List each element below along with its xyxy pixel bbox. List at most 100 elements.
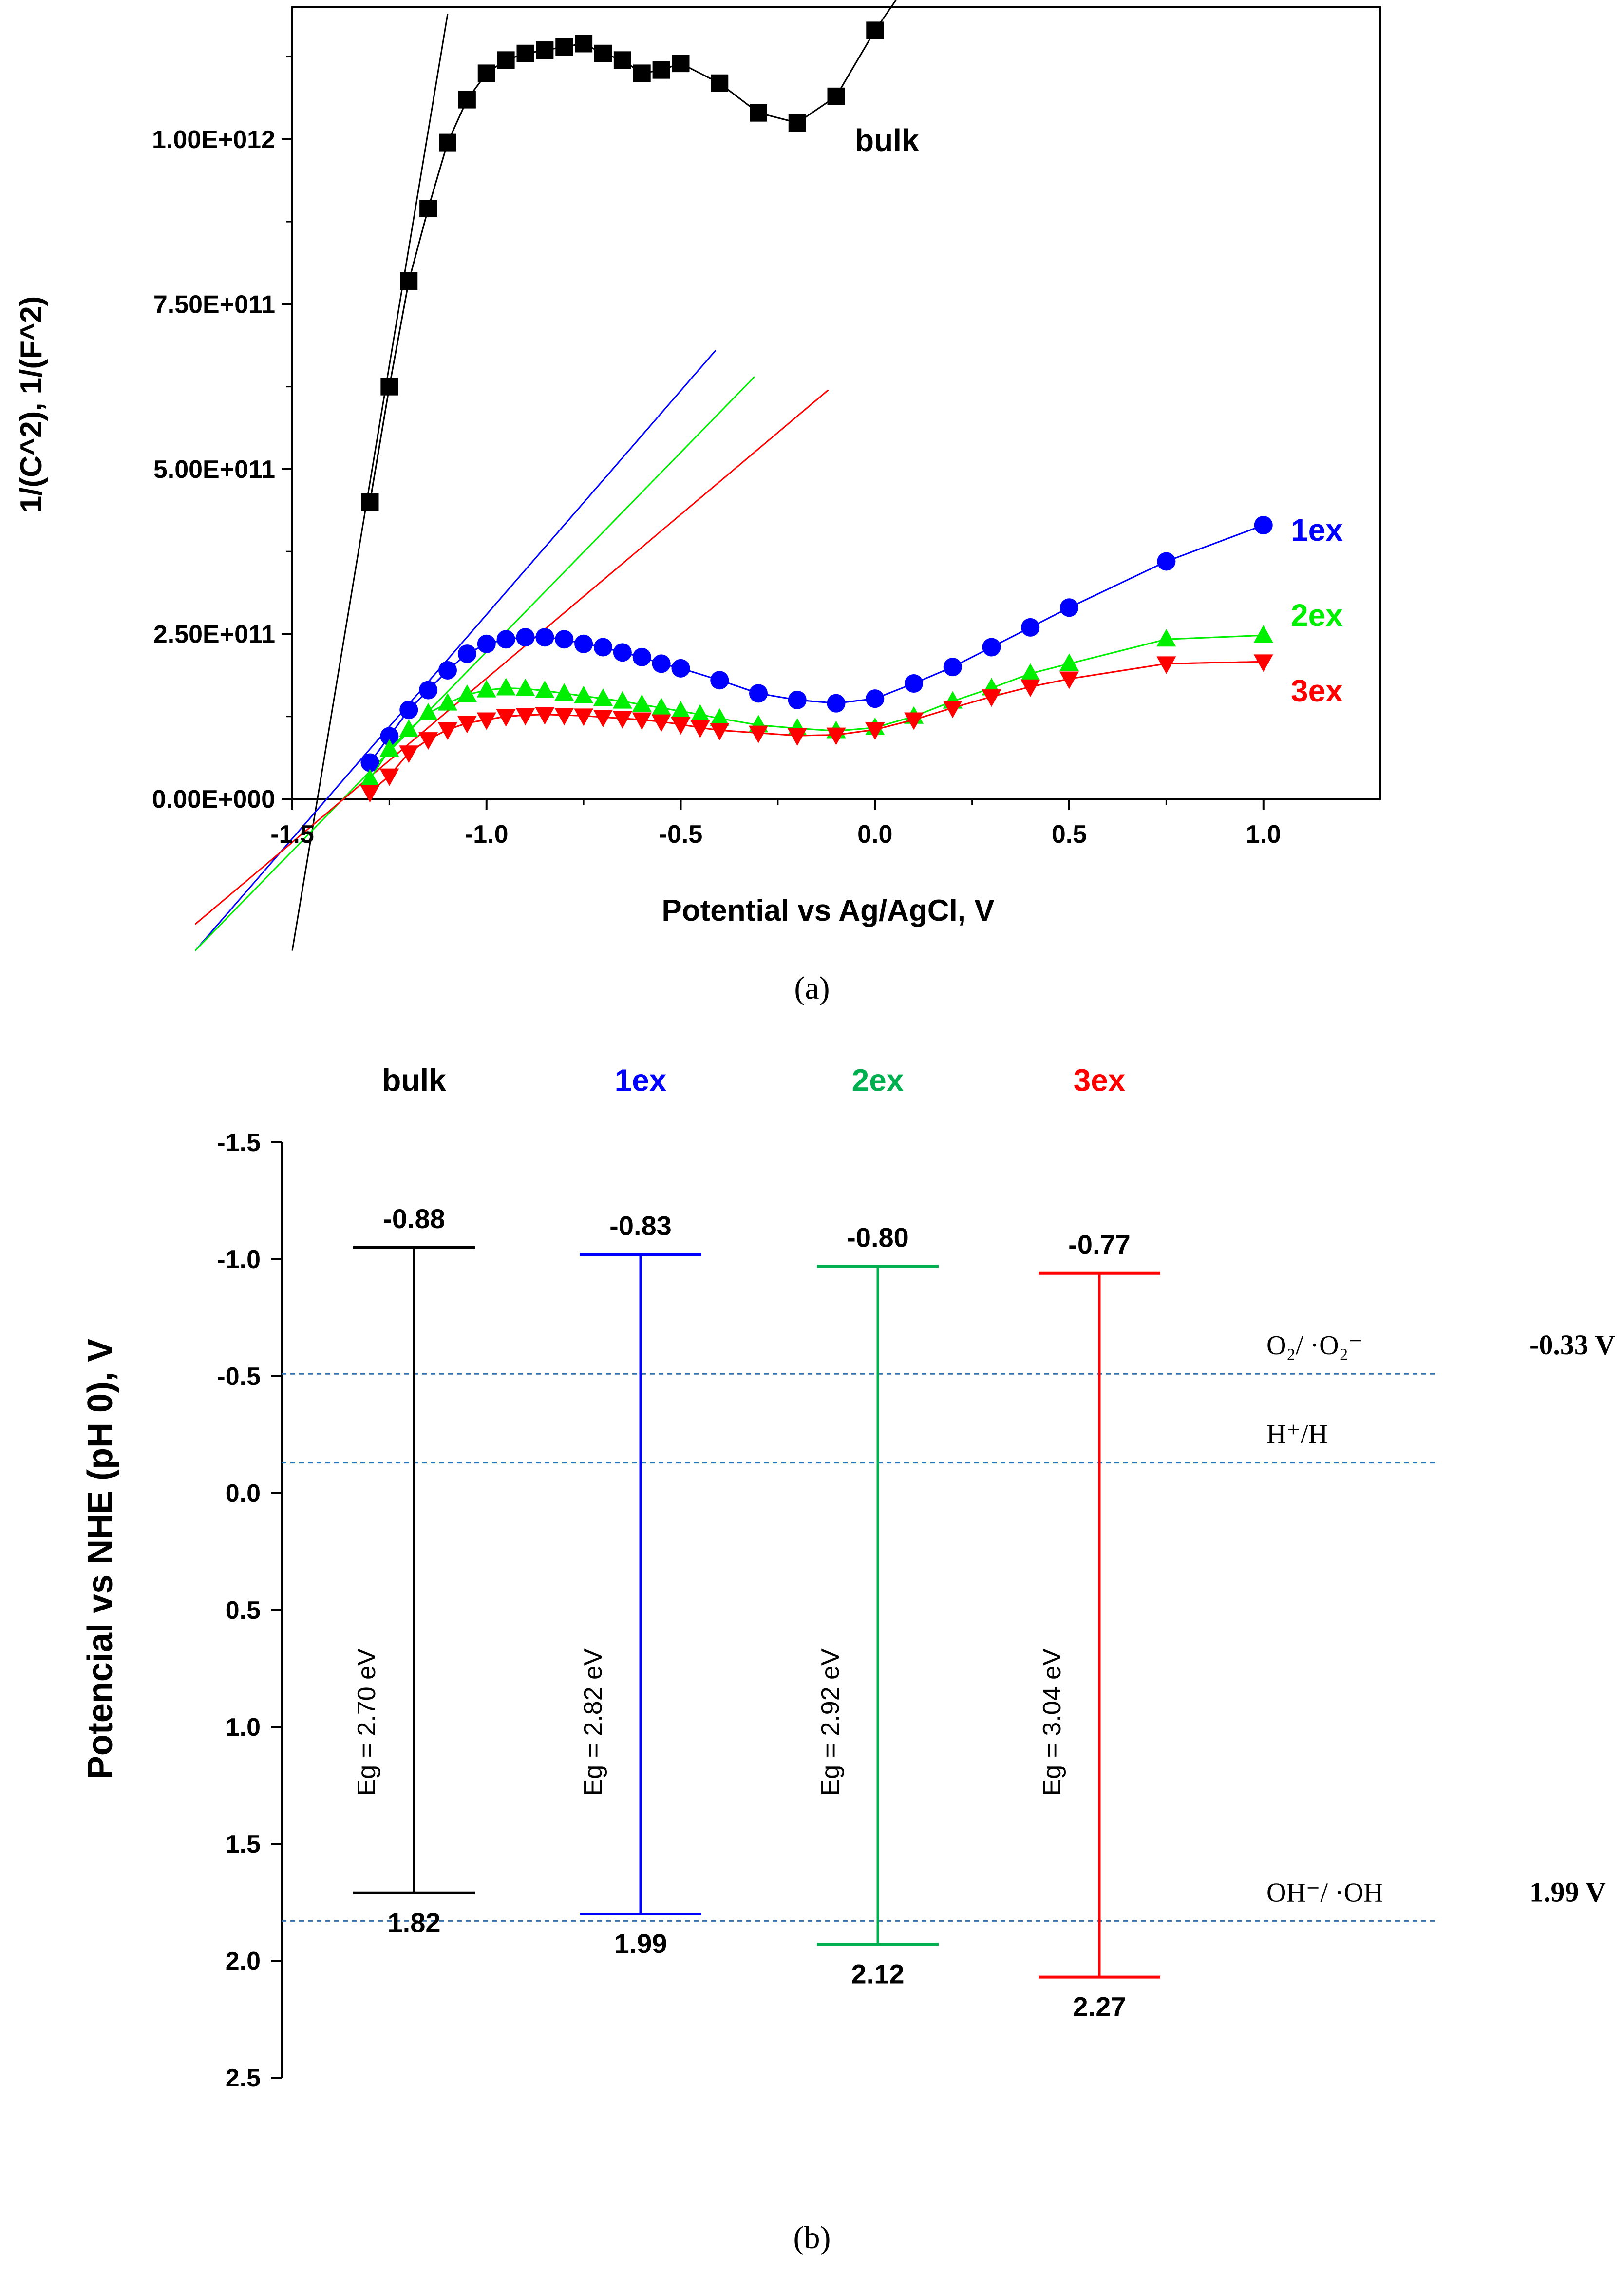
sample-label-bulk: bulk — [382, 1062, 446, 1098]
legend-label-bulk: bulk — [855, 123, 919, 158]
x-axis-label-a: Potential vs Ag/AgCl, V — [661, 894, 994, 928]
y-axis-label-a: 1/(C^2), 1/(F^2) — [15, 296, 48, 512]
reference-value: -0.33 V — [1530, 1329, 1615, 1361]
series-line-2ex — [369, 634, 1264, 780]
x-tick-label-a: 0.0 — [857, 820, 892, 849]
data-point-1ex — [866, 689, 885, 708]
data-point-2ex — [360, 769, 380, 787]
data-point-1ex — [671, 659, 690, 678]
data-point-1ex — [380, 727, 399, 746]
reference-value: 1.99 V — [1530, 1876, 1606, 1908]
data-point-1ex — [943, 658, 962, 677]
data-point-2ex — [379, 739, 399, 757]
legend-label-3ex: 3ex — [1291, 673, 1343, 708]
data-point-3ex — [710, 723, 730, 741]
gap-label-3ex: Eg = 3.04 eV — [1038, 1648, 1066, 1796]
gap-label-2ex: Eg = 2.92 eV — [816, 1648, 845, 1796]
y-tick-label-a: 1.00E+012 — [152, 126, 275, 154]
data-point-1ex — [827, 694, 846, 713]
data-point-1ex — [477, 634, 496, 653]
data-point-3ex — [1020, 679, 1040, 697]
data-point-2ex — [476, 680, 496, 698]
caption-b: (b) — [793, 2220, 831, 2255]
fit-line-bulk — [291, 14, 449, 951]
data-point-2ex — [612, 691, 632, 709]
caption-a: (a) — [794, 970, 830, 1006]
data-point-3ex — [612, 711, 632, 729]
data-point-3ex — [399, 745, 419, 763]
series-2ex — [360, 625, 1273, 787]
fit-line-2ex — [194, 376, 755, 951]
data-point-3ex — [826, 727, 846, 745]
data-point-3ex — [1059, 671, 1079, 689]
vb-value-1ex: 1.99 — [614, 1928, 667, 1959]
y-tick-label-a: 0.00E+000 — [152, 785, 275, 814]
y-axis-label-b: Potencial vs NHE (pH 0), V — [81, 1339, 120, 1779]
data-point-3ex — [904, 712, 924, 730]
band-bulk: bulk -0.88 1.82 Eg = 2.70 eV — [353, 1062, 475, 1938]
vb-value-bulk: 1.82 — [388, 1907, 441, 1938]
data-point-3ex — [943, 701, 963, 719]
panel-a: -1.5 -1.0 -0.5 0.0 0.5 1.0 0.00E+000 2.50E+011… — [15, 0, 1381, 1006]
data-point-1ex — [419, 681, 438, 700]
data-point-bulk — [497, 51, 515, 69]
data-point-1ex — [594, 638, 612, 657]
data-point-1ex — [982, 638, 1001, 657]
data-point-3ex — [554, 708, 574, 726]
y-tick-label-b: 1.0 — [226, 1713, 261, 1742]
x-tick-label-a: 1.0 — [1246, 820, 1281, 849]
data-point-3ex — [749, 725, 768, 743]
data-point-2ex — [535, 680, 555, 698]
data-point-2ex — [651, 698, 671, 716]
data-point-1ex — [1060, 598, 1078, 617]
data-point-1ex — [613, 643, 632, 662]
sample-label-3ex: 3ex — [1074, 1062, 1126, 1098]
data-point-3ex — [651, 714, 671, 732]
y-tick-label-b: 0.5 — [226, 1596, 261, 1625]
data-point-bulk — [536, 41, 554, 59]
data-point-bulk — [477, 64, 495, 82]
data-point-3ex — [515, 708, 535, 726]
y-tick-label-a: 5.00E+011 — [153, 455, 275, 484]
data-point-3ex — [535, 707, 555, 725]
data-point-1ex — [574, 634, 593, 653]
y-tick-label-b: 2.0 — [226, 1947, 261, 1975]
data-point-3ex — [1253, 654, 1273, 672]
data-point-bulk — [419, 200, 437, 218]
data-point-1ex — [788, 690, 807, 709]
data-point-3ex — [418, 732, 438, 750]
vb-value-3ex: 2.27 — [1073, 1991, 1126, 2022]
data-point-2ex — [671, 701, 691, 719]
data-point-bulk — [788, 114, 806, 132]
data-point-2ex — [593, 688, 613, 706]
data-point-2ex — [574, 685, 594, 703]
y-tick-label-b: 2.5 — [226, 2064, 261, 2092]
gap-label-bulk: Eg = 2.70 eV — [353, 1648, 381, 1796]
cb-value-2ex: -0.80 — [847, 1222, 909, 1252]
y-tick-label-b: -1.0 — [217, 1246, 261, 1274]
data-point-3ex — [690, 720, 710, 738]
data-point-1ex — [710, 671, 729, 690]
data-point-2ex — [399, 719, 419, 737]
data-point-2ex — [554, 683, 574, 701]
data-point-3ex — [476, 712, 496, 730]
data-point-3ex — [360, 785, 380, 803]
data-point-3ex — [671, 717, 691, 735]
reference-label: OH⁻/ ·OH — [1266, 1877, 1383, 1908]
data-point-3ex — [865, 722, 885, 740]
cb-value-bulk: -0.88 — [383, 1203, 445, 1234]
data-point-bulk — [361, 493, 379, 511]
legend-label-2ex: 2ex — [1291, 598, 1343, 633]
data-point-bulk — [380, 378, 398, 396]
data-point-3ex — [379, 768, 399, 786]
data-point-3ex — [574, 708, 594, 726]
series-line-3ex — [369, 661, 1264, 793]
panel-b: -1.5 -1.0 -0.5 0.0 0.5 1.0 1.5 2.0 2.5 Potencial… — [81, 1062, 1615, 2255]
data-point-3ex — [457, 716, 477, 734]
data-point-2ex — [1020, 663, 1040, 681]
data-point-3ex — [438, 722, 457, 740]
data-point-3ex — [787, 728, 807, 746]
data-point-bulk — [672, 55, 690, 73]
band-3ex: 3ex -0.77 2.27 Eg = 3.04 eV — [1038, 1062, 1160, 2022]
